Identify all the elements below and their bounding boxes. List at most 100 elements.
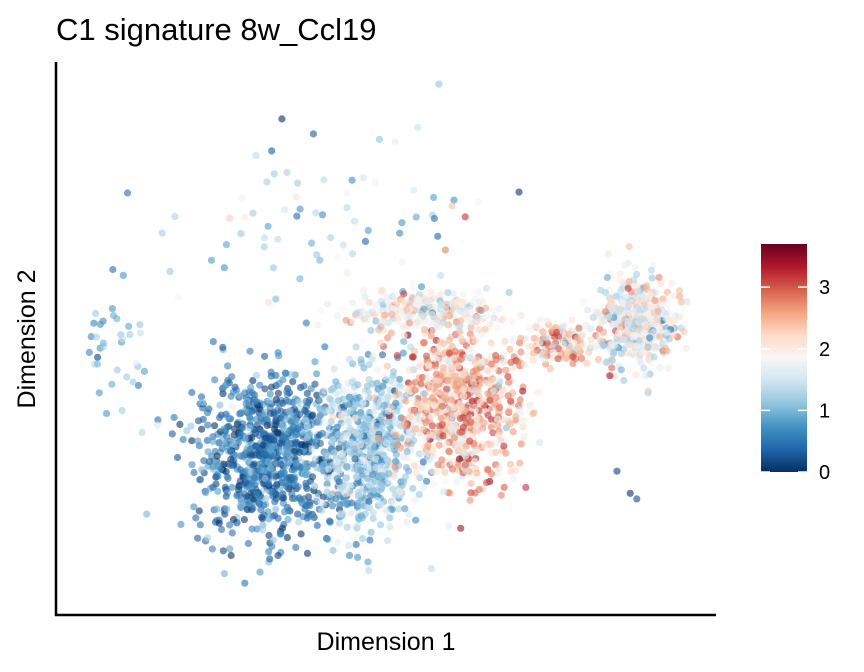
scatter-point (608, 364, 616, 372)
scatter-point (303, 433, 312, 442)
scatter-point (529, 356, 537, 364)
scatter-point (154, 416, 162, 424)
scatter-point (408, 279, 416, 287)
scatter-point (281, 205, 289, 214)
scatter-point (333, 404, 341, 412)
scatter-point (224, 362, 232, 370)
scatter-point (352, 429, 360, 437)
scatter-point (517, 440, 525, 448)
scatter-point (500, 442, 508, 450)
scatter-point (362, 519, 371, 527)
scatter-point (435, 441, 443, 449)
scatter-point (665, 317, 673, 325)
scatter-point (582, 322, 590, 330)
scatter-point (409, 395, 417, 403)
scatter-point (568, 316, 576, 324)
scatter-point (378, 351, 387, 359)
scatter-point (216, 414, 224, 422)
scatter-point (203, 436, 211, 445)
scatter-point (377, 389, 385, 397)
scatter-point (213, 452, 221, 460)
scatter-point (411, 496, 419, 504)
scatter-point (439, 432, 447, 440)
scatter-point (437, 414, 445, 422)
scatter-point (455, 455, 463, 463)
scatter-point (279, 434, 288, 442)
scatter-point (365, 299, 373, 307)
scatter-point (343, 269, 351, 277)
scatter-point (207, 256, 216, 264)
scatter-point (313, 521, 321, 530)
scatter-point (367, 326, 375, 335)
scatter-point (194, 534, 202, 542)
scatter-point (396, 375, 404, 383)
scatter-point (646, 304, 654, 312)
scatter-point (176, 420, 184, 428)
scatter-point (635, 336, 643, 345)
scatter-point (199, 398, 207, 406)
scatter-point (256, 568, 264, 576)
scatter-point (289, 378, 297, 386)
scatter-point (216, 401, 224, 409)
scatter-point (451, 441, 459, 449)
scatter-point (215, 439, 223, 447)
scatter-point (248, 389, 256, 397)
scatter-point (266, 404, 274, 412)
scatter-point (308, 239, 316, 247)
scatter-point (278, 524, 287, 532)
scatter-point (405, 510, 413, 518)
scatter-point (320, 460, 328, 468)
scatter-point (609, 304, 617, 312)
scatter-point (391, 457, 400, 465)
scatter-point (487, 441, 495, 449)
scatter-point (439, 318, 447, 327)
scatter-point (330, 365, 338, 373)
colorbar-legend: 0 1 2 3 (761, 244, 830, 484)
scatter-point (392, 431, 400, 439)
scatter-point (377, 297, 385, 306)
scatter-point (345, 393, 353, 401)
scatter-point (222, 492, 230, 500)
scatter-point (399, 297, 407, 305)
scatter-point (325, 517, 334, 525)
scatter-point (383, 508, 391, 516)
scatter-point (638, 348, 647, 356)
scatter-point (140, 367, 148, 375)
scatter-point (177, 520, 185, 529)
scatter-point (537, 315, 545, 323)
scatter-point (253, 525, 261, 533)
scatter-point (102, 409, 111, 418)
scatter-point (422, 449, 430, 457)
scatter-point (284, 440, 292, 448)
scatter-point (246, 446, 254, 454)
scatter-point (308, 445, 316, 453)
scatter-point (260, 234, 268, 242)
scatter-point (367, 528, 375, 536)
scatter-point (327, 234, 335, 242)
scatter-point (562, 354, 570, 362)
scatter-point (474, 198, 483, 206)
scatter-point (378, 471, 386, 479)
scatter-point (487, 360, 495, 368)
scatter-point (528, 342, 536, 351)
colorbar-tick-label: 3 (819, 277, 830, 299)
scatter-point (283, 428, 291, 436)
scatter-point (90, 319, 98, 327)
scatter-point (209, 463, 217, 471)
scatter-point (109, 265, 117, 274)
scatter-point (209, 483, 217, 491)
scatter-point (333, 475, 341, 483)
scatter-point (654, 316, 662, 324)
scatter-point (420, 339, 428, 347)
scatter-point (424, 361, 433, 369)
scatter-point (504, 372, 512, 381)
scatter-point (208, 545, 216, 553)
scatter-point (656, 364, 664, 372)
scatter-point (292, 193, 300, 201)
scatter-point (220, 264, 228, 272)
scatter-point (597, 319, 605, 327)
scatter-point (483, 479, 491, 487)
scatter-point (481, 325, 489, 333)
scatter-point (477, 359, 485, 367)
